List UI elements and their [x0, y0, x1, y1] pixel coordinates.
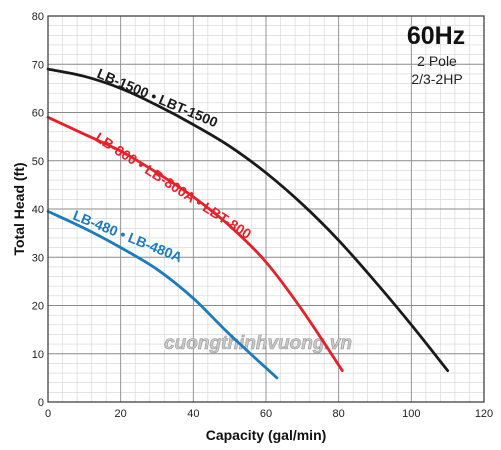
x-tick-label: 0 [45, 408, 51, 420]
info-frequency: 60Hz [407, 22, 465, 50]
y-tick-label: 50 [32, 156, 44, 168]
x-tick-label: 80 [333, 408, 345, 420]
x-tick-labels: 0 20 40 60 80 100 120 [45, 408, 493, 420]
y-tick-label: 60 [32, 108, 44, 120]
y-tick-label: 30 [32, 252, 44, 264]
curves [46, 67, 450, 380]
y-tick-labels: 0 10 20 30 40 50 60 70 80 [32, 11, 44, 409]
info-box: 60Hz 2 Pole 2/3-2HP [407, 22, 465, 87]
y-tick-label: 70 [32, 59, 44, 71]
y-tick-label: 80 [32, 11, 44, 23]
y-tick-label: 40 [32, 204, 44, 216]
curve-lb480 [46, 210, 279, 380]
curve-lb1500 [46, 67, 450, 372]
curve-lb800 [46, 115, 344, 372]
x-tick-label: 120 [475, 408, 493, 420]
y-axis-title: Total Head (ft) [11, 162, 27, 255]
x-tick-label: 60 [260, 408, 272, 420]
x-tick-label: 20 [115, 408, 127, 420]
y-tick-label: 0 [38, 397, 44, 409]
x-tick-label: 100 [402, 408, 420, 420]
y-tick-label: 20 [32, 301, 44, 313]
plot-frame [47, 15, 485, 403]
x-tick-label: 40 [187, 408, 199, 420]
info-power: 2/3-2HP [411, 71, 462, 87]
x-axis-title: Capacity (gal/min) [206, 427, 327, 443]
y-tick-label: 10 [32, 349, 44, 361]
info-poles: 2 Pole [417, 53, 457, 69]
watermark: cuongthinhvuong.vn [164, 333, 352, 354]
